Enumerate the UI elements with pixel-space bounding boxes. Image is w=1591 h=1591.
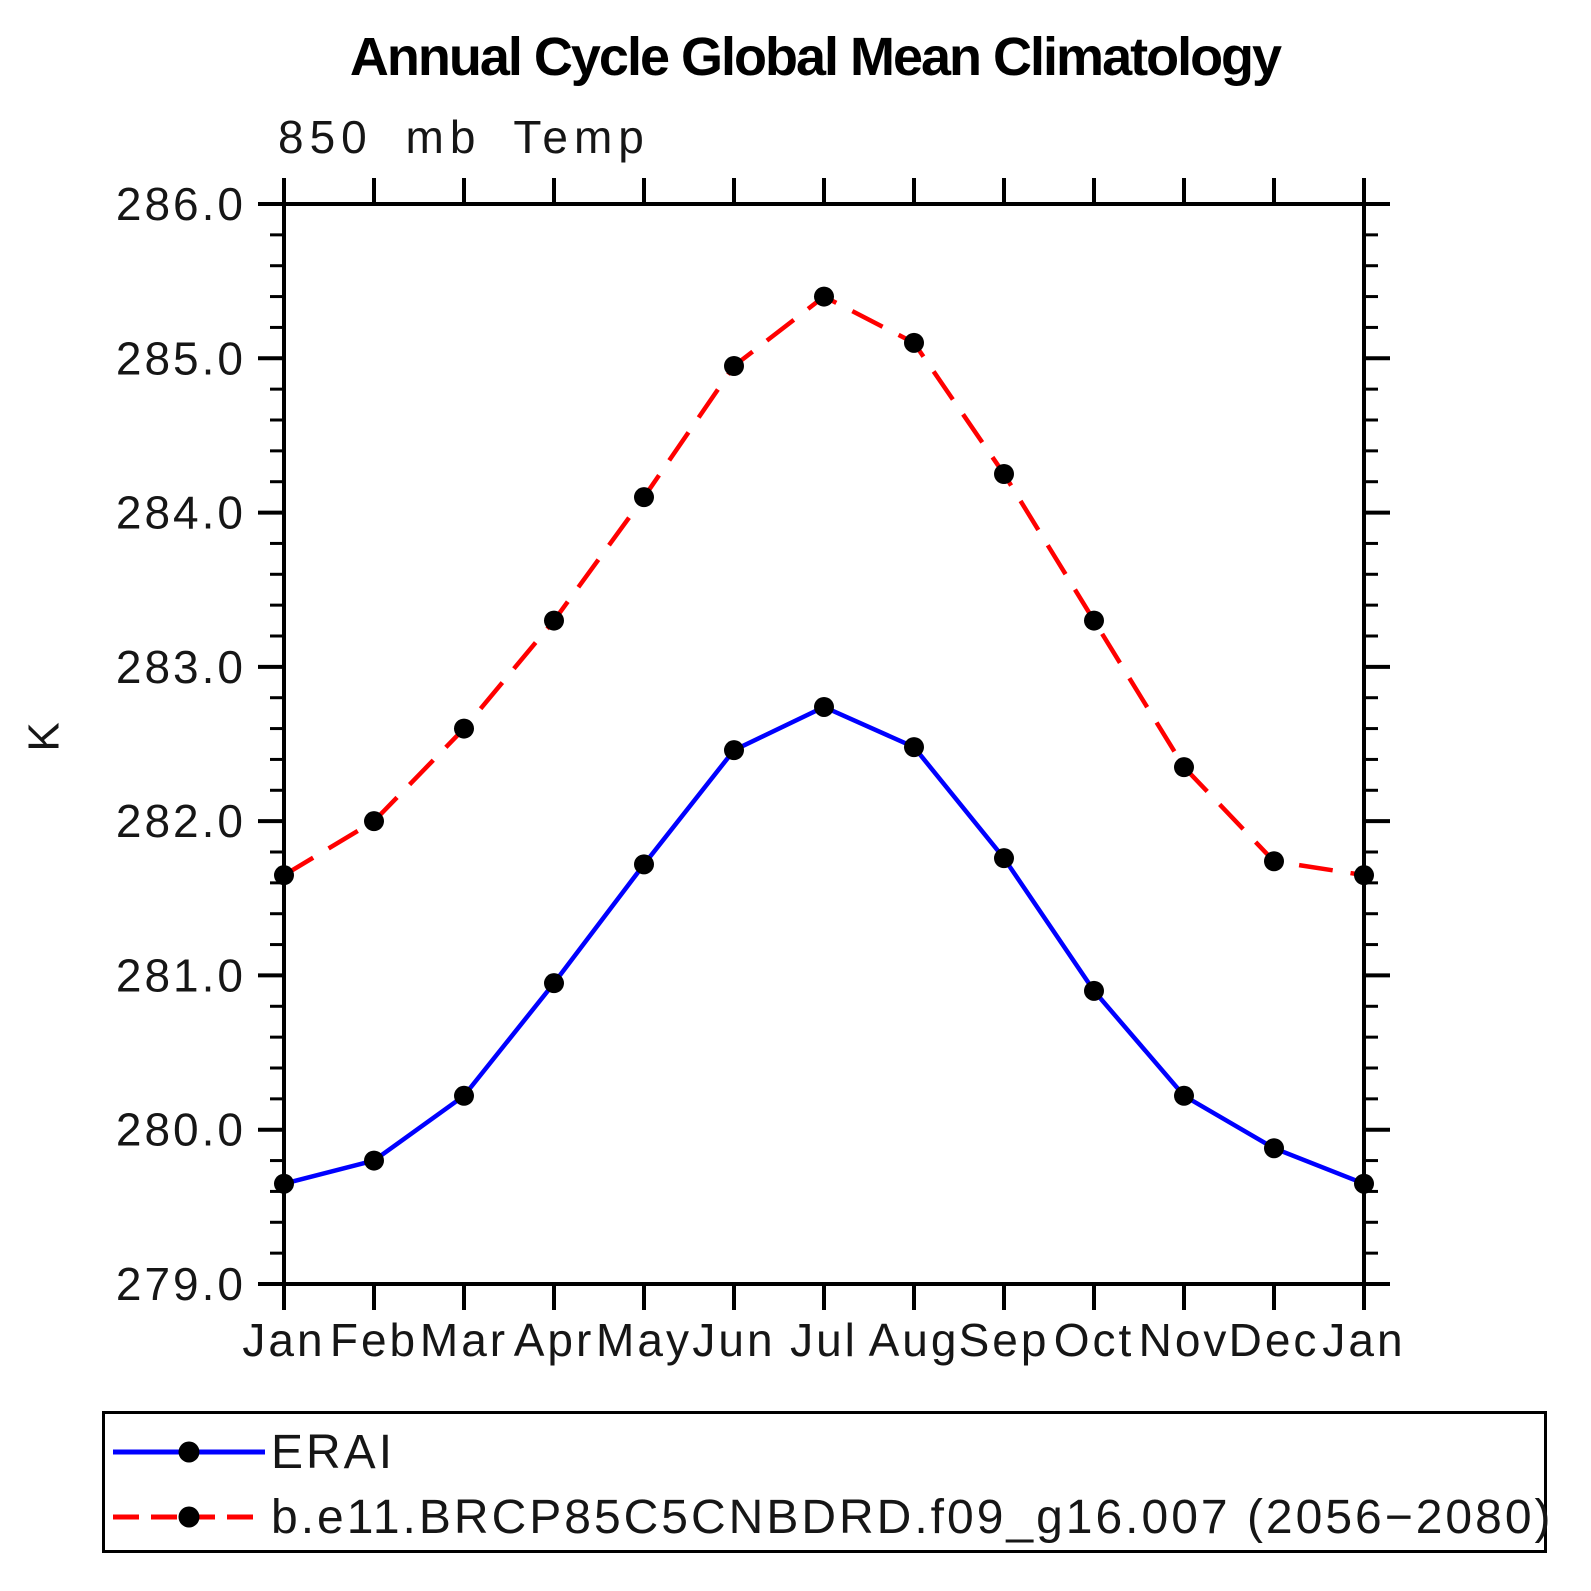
x-tick-label: Feb (330, 1314, 418, 1366)
plot-area: 279.0 280.0 281.0 282.0 283.0 284.0 285.0 286.0… (116, 178, 1405, 1366)
series-line-0 (283, 704, 1365, 1186)
legend-item-model: b.e11.BRCP85C5CNBDRD.f09_g16.007 (2056−2… (111, 1490, 1554, 1544)
legend-item-erai: ERAI (111, 1425, 396, 1479)
y-axis-ticks: 279.0 280.0 281.0 282.0 283.0 284.0 285.0 286.0 (116, 178, 1390, 1310)
x-axis-ticks: Jan Feb Mar Apr May Jun Jul Aug Sep Oct Nov Dec Jan (242, 178, 1405, 1366)
y-tick-label: 286.0 (116, 178, 246, 230)
y-tick-label: 279.0 (116, 1258, 246, 1310)
y-tick-label: 283.0 (116, 641, 246, 693)
series-markers-1 (274, 286, 1374, 886)
x-tick-label: Oct (1054, 1314, 1135, 1366)
x-tick-label: Jun (692, 1314, 775, 1366)
y-tick-label: 280.0 (116, 1104, 246, 1156)
x-tick-label: Dec (1229, 1314, 1320, 1366)
x-tick-label: Jan (242, 1314, 325, 1366)
x-tick-label: May (596, 1314, 692, 1366)
series-markers-0 (274, 696, 1374, 1194)
legend-label-erai: ERAI (271, 1425, 396, 1479)
chart-title: Annual Cycle Global Mean Climatology (349, 27, 1282, 87)
legend-line-sample-model (113, 1506, 265, 1528)
x-tick-label: Nov (1139, 1314, 1230, 1366)
x-tick-label: Mar (420, 1314, 508, 1366)
x-tick-label: Aug (869, 1314, 960, 1366)
legend: ERAI b.e11.BRCP85C5CNBDRD.f09_g16.007 (2… (102, 1411, 1551, 1553)
y-tick-label: 285.0 (116, 332, 246, 384)
y-tick-label: 281.0 (116, 949, 246, 1001)
chart-subtitle: 850 mb Temp (278, 111, 650, 163)
y-tick-label: 282.0 (116, 795, 246, 847)
series-line-1 (282, 293, 1365, 878)
x-tick-label: Apr (514, 1314, 595, 1366)
x-tick-label: Jul (790, 1314, 858, 1366)
legend-label-model: b.e11.BRCP85C5CNBDRD.f09_g16.007 (2056−2… (271, 1490, 1554, 1544)
x-tick-label: Sep (959, 1314, 1050, 1366)
y-tick-label: 284.0 (116, 487, 246, 539)
legend-line-sample-erai (113, 1441, 265, 1463)
x-tick-label: Jan (1322, 1314, 1405, 1366)
